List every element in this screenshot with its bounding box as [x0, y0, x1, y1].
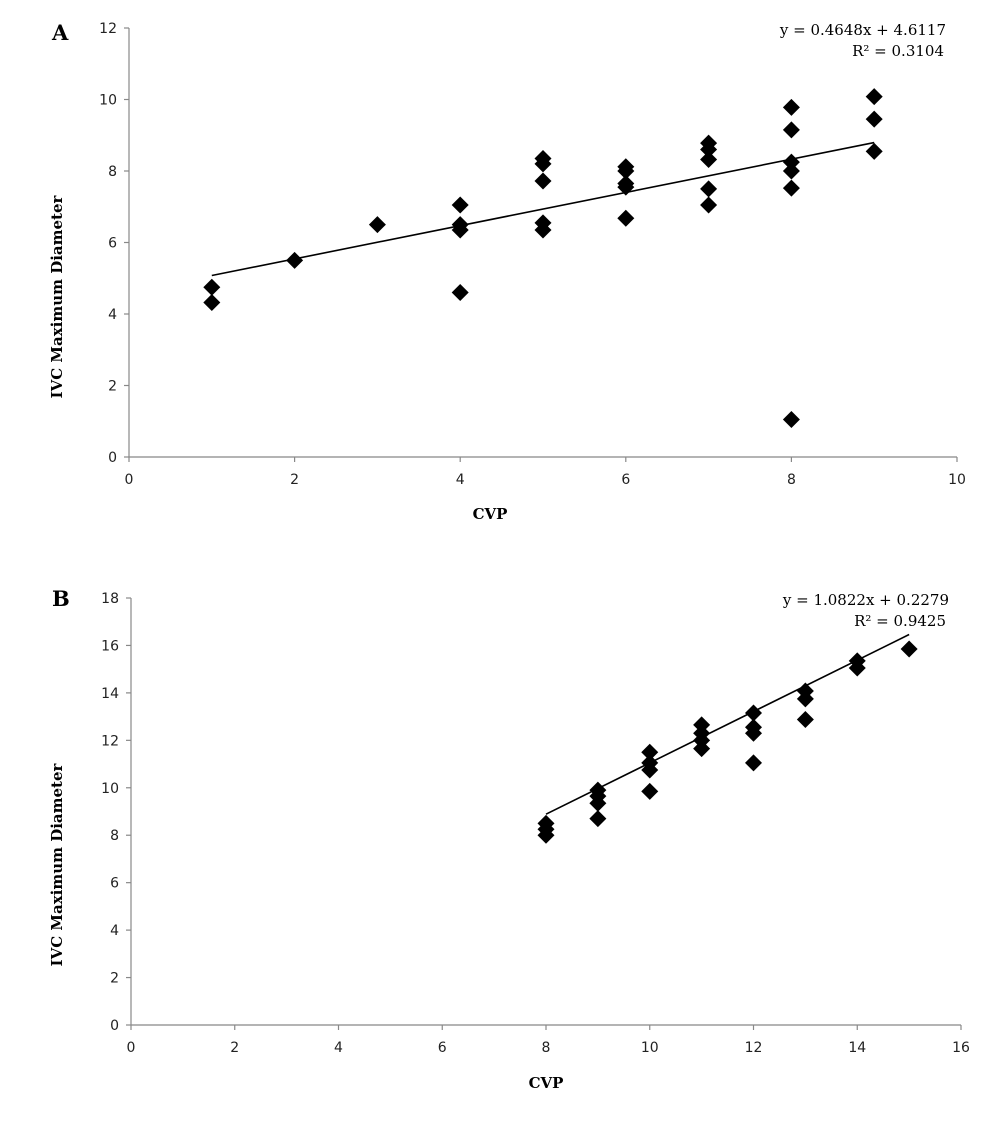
data-point-a	[451, 284, 469, 302]
data-point-a	[203, 278, 221, 296]
y-tick-label-a: 12	[99, 21, 117, 37]
y-tick-label-b: 12	[101, 733, 119, 749]
y-tick-label-a: 4	[108, 307, 117, 323]
y-tick-label-b: 6	[110, 876, 119, 892]
data-point-b	[641, 761, 659, 779]
trendline-equation-b: y = 1.0822x + 0.2279	[782, 591, 949, 609]
x-tick-label-b: 0	[127, 1040, 136, 1056]
x-axis-title-b: CVP	[529, 1074, 564, 1092]
y-tick-label-b: 0	[110, 1018, 119, 1034]
y-tick-label-a: 10	[99, 93, 117, 109]
data-point-a	[782, 162, 800, 180]
data-point-b	[745, 724, 762, 742]
x-tick-label-b: 8	[542, 1040, 551, 1056]
x-tick-label-b: 14	[848, 1040, 866, 1056]
x-tick-label-a: 2	[290, 472, 299, 488]
panel-label-b: B	[52, 586, 70, 611]
y-tick-label-a: 6	[108, 236, 117, 252]
y-tick-label-b: 10	[101, 781, 119, 797]
data-point-a	[700, 180, 718, 198]
data-point-b	[589, 810, 607, 828]
data-point-b	[900, 640, 918, 658]
x-tick-label-a: 0	[125, 472, 134, 488]
y-tick-label-b: 4	[110, 923, 119, 939]
data-point-a	[782, 121, 800, 139]
y-axis-title-a: IVC Maximum Diameter	[48, 194, 66, 398]
trendline-equation-a: y = 0.4648x + 4.6117	[779, 21, 946, 39]
x-tick-label-a: 6	[621, 472, 630, 488]
data-point-b	[589, 794, 607, 812]
chart-panel-a: A y = 0.4648x + 4.6117 R² = 0.3104 CVP I…	[48, 20, 966, 523]
data-point-a	[617, 162, 635, 180]
data-point-a	[700, 141, 718, 159]
data-point-a	[534, 172, 552, 190]
data-point-a	[782, 98, 800, 116]
data-point-a	[534, 221, 552, 239]
y-tick-label-a: 2	[108, 379, 117, 395]
data-point-a	[451, 221, 469, 239]
data-point-a	[286, 251, 304, 269]
axes-b: 0 2 4 6 8 10 12 14 16 18 0 2 4 6 8 10 12 14 16	[101, 591, 970, 1056]
data-points-a	[203, 88, 883, 428]
data-point-a	[865, 88, 883, 106]
y-axis-title-b: IVC Maximum Diameter	[48, 762, 66, 966]
r-squared-b: R² = 0.9425	[854, 612, 946, 630]
data-point-b	[745, 754, 762, 772]
y-tick-label-a: 8	[108, 164, 117, 180]
data-point-a	[700, 196, 718, 214]
y-tick-label-b: 14	[101, 686, 119, 702]
x-axis-title-a: CVP	[473, 505, 508, 523]
data-point-a	[368, 216, 386, 234]
data-point-a	[782, 179, 800, 197]
x-tick-label-a: 8	[787, 472, 796, 488]
data-point-a	[700, 151, 718, 169]
data-point-b	[641, 782, 659, 800]
data-point-a	[203, 294, 221, 312]
trendline-line-b	[545, 633, 910, 815]
y-tick-label-b: 2	[110, 971, 119, 987]
x-tick-label-b: 4	[334, 1040, 343, 1056]
x-tick-label-a: 4	[456, 472, 465, 488]
data-point-b	[796, 690, 814, 708]
x-tick-label-b: 2	[230, 1040, 239, 1056]
data-point-b	[537, 826, 555, 844]
data-point-a	[617, 209, 635, 227]
y-tick-label-b: 8	[110, 828, 119, 844]
trendline-b	[545, 633, 910, 815]
trendline-line-a	[211, 141, 875, 277]
data-point-b	[796, 710, 814, 728]
data-point-a	[865, 142, 883, 160]
x-tick-label-a: 10	[948, 472, 966, 488]
data-point-b	[693, 740, 711, 758]
data-point-a	[782, 410, 800, 428]
data-point-a	[865, 110, 883, 128]
data-point-a	[534, 155, 552, 173]
r-squared-a: R² = 0.3104	[852, 42, 944, 60]
x-tick-label-b: 10	[641, 1040, 659, 1056]
y-tick-label-b: 18	[101, 591, 119, 607]
data-point-a	[782, 153, 800, 171]
y-tick-label-b: 16	[101, 638, 119, 654]
data-point-a	[451, 196, 469, 214]
panel-label-a: A	[51, 20, 69, 45]
x-tick-label-b: 16	[952, 1040, 970, 1056]
x-tick-label-b: 6	[438, 1040, 447, 1056]
axes-a: 0 2 4 6 8 10 12 0 2 4 6 8 10	[99, 21, 966, 488]
data-points-b	[537, 640, 918, 844]
data-point-a	[617, 178, 635, 196]
x-tick-label-b: 12	[745, 1040, 763, 1056]
data-point-b	[745, 704, 762, 722]
data-point-b	[848, 659, 866, 677]
chart-panel-b: B y = 1.0822x + 0.2279 R² = 0.9425 CVP I…	[48, 586, 970, 1092]
data-point-b	[641, 743, 659, 761]
y-tick-label-a: 0	[108, 450, 117, 466]
trendline-a	[211, 141, 875, 277]
